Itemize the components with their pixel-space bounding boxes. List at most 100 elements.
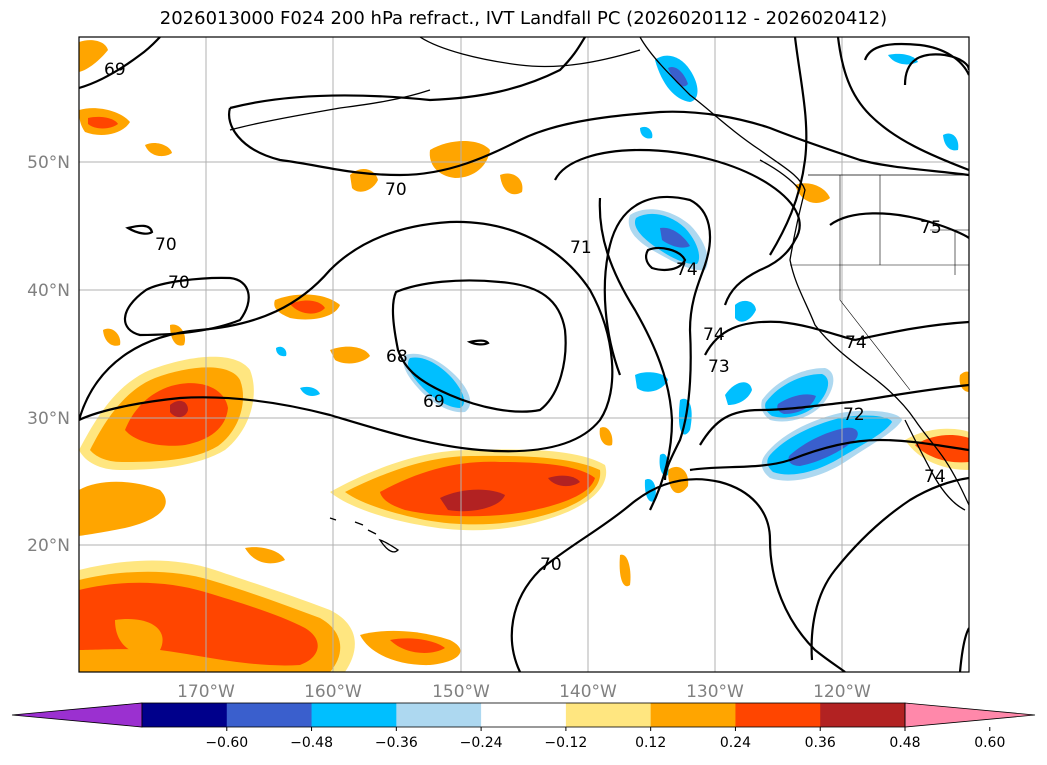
coastline-north-america [639,37,969,506]
lon-label: 160°W [304,682,362,702]
anomaly-region [888,53,918,65]
colorbar-swatch [735,703,821,727]
anomaly-region [380,461,595,517]
anomaly-region [660,227,690,248]
lon-label: 130°W [686,682,744,702]
colorbar-swatch [396,703,482,727]
colorbar-extend-max [904,702,1036,728]
anomaly-region [170,324,186,346]
anomaly-region [915,434,969,463]
contour-label: 69 [104,60,126,80]
contour-label: 72 [843,405,865,425]
contour-line [125,224,154,235]
longitude-labels: 170°W 160°W 150°W 140°W 130°W 120°W [177,682,871,702]
positive-anomaly-shading [79,40,969,672]
contour-line [598,197,674,511]
anomaly-region [788,427,858,466]
anomaly-region [103,328,121,346]
contour-line [863,42,969,76]
map-title: 2026013000 F024 200 hPa refract., IVT La… [159,8,888,29]
lon-label: 150°W [432,682,490,702]
contour-line [958,627,969,672]
contour-lines [79,37,969,672]
colorbar: −0.60 −0.48 −0.36 −0.24 −0.12 0.12 0.24 0.36 0.4… [11,702,1036,751]
contour-label: 69 [423,392,445,412]
contour-line [554,148,801,306]
contour-line [228,107,969,177]
contour-line [903,53,969,86]
anomaly-region [330,346,370,364]
colorbar-tick-label: −0.12 [544,735,587,751]
contour-line [699,383,969,446]
colorbar-swatch [311,703,397,727]
anomaly-region [145,142,172,157]
contour-label: 74 [703,325,725,345]
contour-line [510,478,846,672]
anomaly-region [79,40,108,72]
state-borders [790,175,969,391]
latitude-labels: 50°N 40°N 30°N 20°N [27,153,70,556]
anomaly-region [170,400,188,418]
vancouver-island [759,159,801,191]
contour-label: 70 [385,180,407,200]
contour-line [645,246,687,271]
colorbar-tick-label: −0.48 [290,735,333,751]
contour-line [229,37,586,110]
colorbar-swatch [142,703,228,727]
colorbar-swatch [650,703,736,727]
contour-label: 70 [155,235,177,255]
anomaly-region [390,638,445,653]
contour-line [79,37,161,90]
anomaly-region [725,382,752,405]
contour-line [79,220,614,453]
colorbar-tick-label: 0.36 [805,735,836,751]
colorbar-tick-label: 0.12 [635,735,666,751]
map-frame [78,36,970,673]
coastlines [229,37,969,553]
contour-line [704,320,856,356]
colorbar-tick-label: 0.24 [720,735,751,751]
coastline-baja [904,419,966,511]
anomaly-region [79,481,166,536]
anomaly-region [548,475,580,487]
anomaly-region [635,372,668,392]
colorbar-swatch [565,703,652,727]
anomaly-region [959,371,969,392]
anomaly-region [599,427,613,446]
colorbar-tick-label: 0.60 [974,735,1005,751]
anomaly-region [440,489,505,512]
anomaly-region [668,66,688,87]
coastline-alaska [419,37,641,68]
contour-label: 74 [845,333,867,353]
contour-label: 70 [540,555,562,575]
colorbar-extend-min [11,702,143,728]
anomaly-region [735,300,756,322]
contour-line [810,476,969,661]
anomaly-region [943,133,959,151]
contour-label: 75 [920,218,942,238]
anomaly-region [88,116,118,129]
hawaii-islands [329,517,400,553]
anomaly-region [619,554,631,587]
anomaly-region [115,619,163,654]
colorbar-border [141,702,906,728]
lat-label: 20°N [27,536,70,556]
contour-line [689,438,969,472]
anomaly-region [500,173,523,195]
lat-label: 30°N [27,409,70,429]
contour-line [466,339,490,346]
contour-label: 68 [386,347,408,367]
colorbar-tick-label: −0.60 [205,735,248,751]
lat-label: 40°N [27,281,70,301]
lon-label: 170°W [177,682,235,702]
contour-label: 70 [168,273,190,293]
contour-line [391,279,567,413]
anomaly-region [300,386,320,396]
anomaly-region [290,300,325,314]
colorbar-tick-label: 0.48 [889,735,920,751]
contour-label: 74 [676,260,698,280]
contour-line [769,37,808,256]
anomaly-region [245,547,285,564]
map-plot-area [79,37,969,672]
